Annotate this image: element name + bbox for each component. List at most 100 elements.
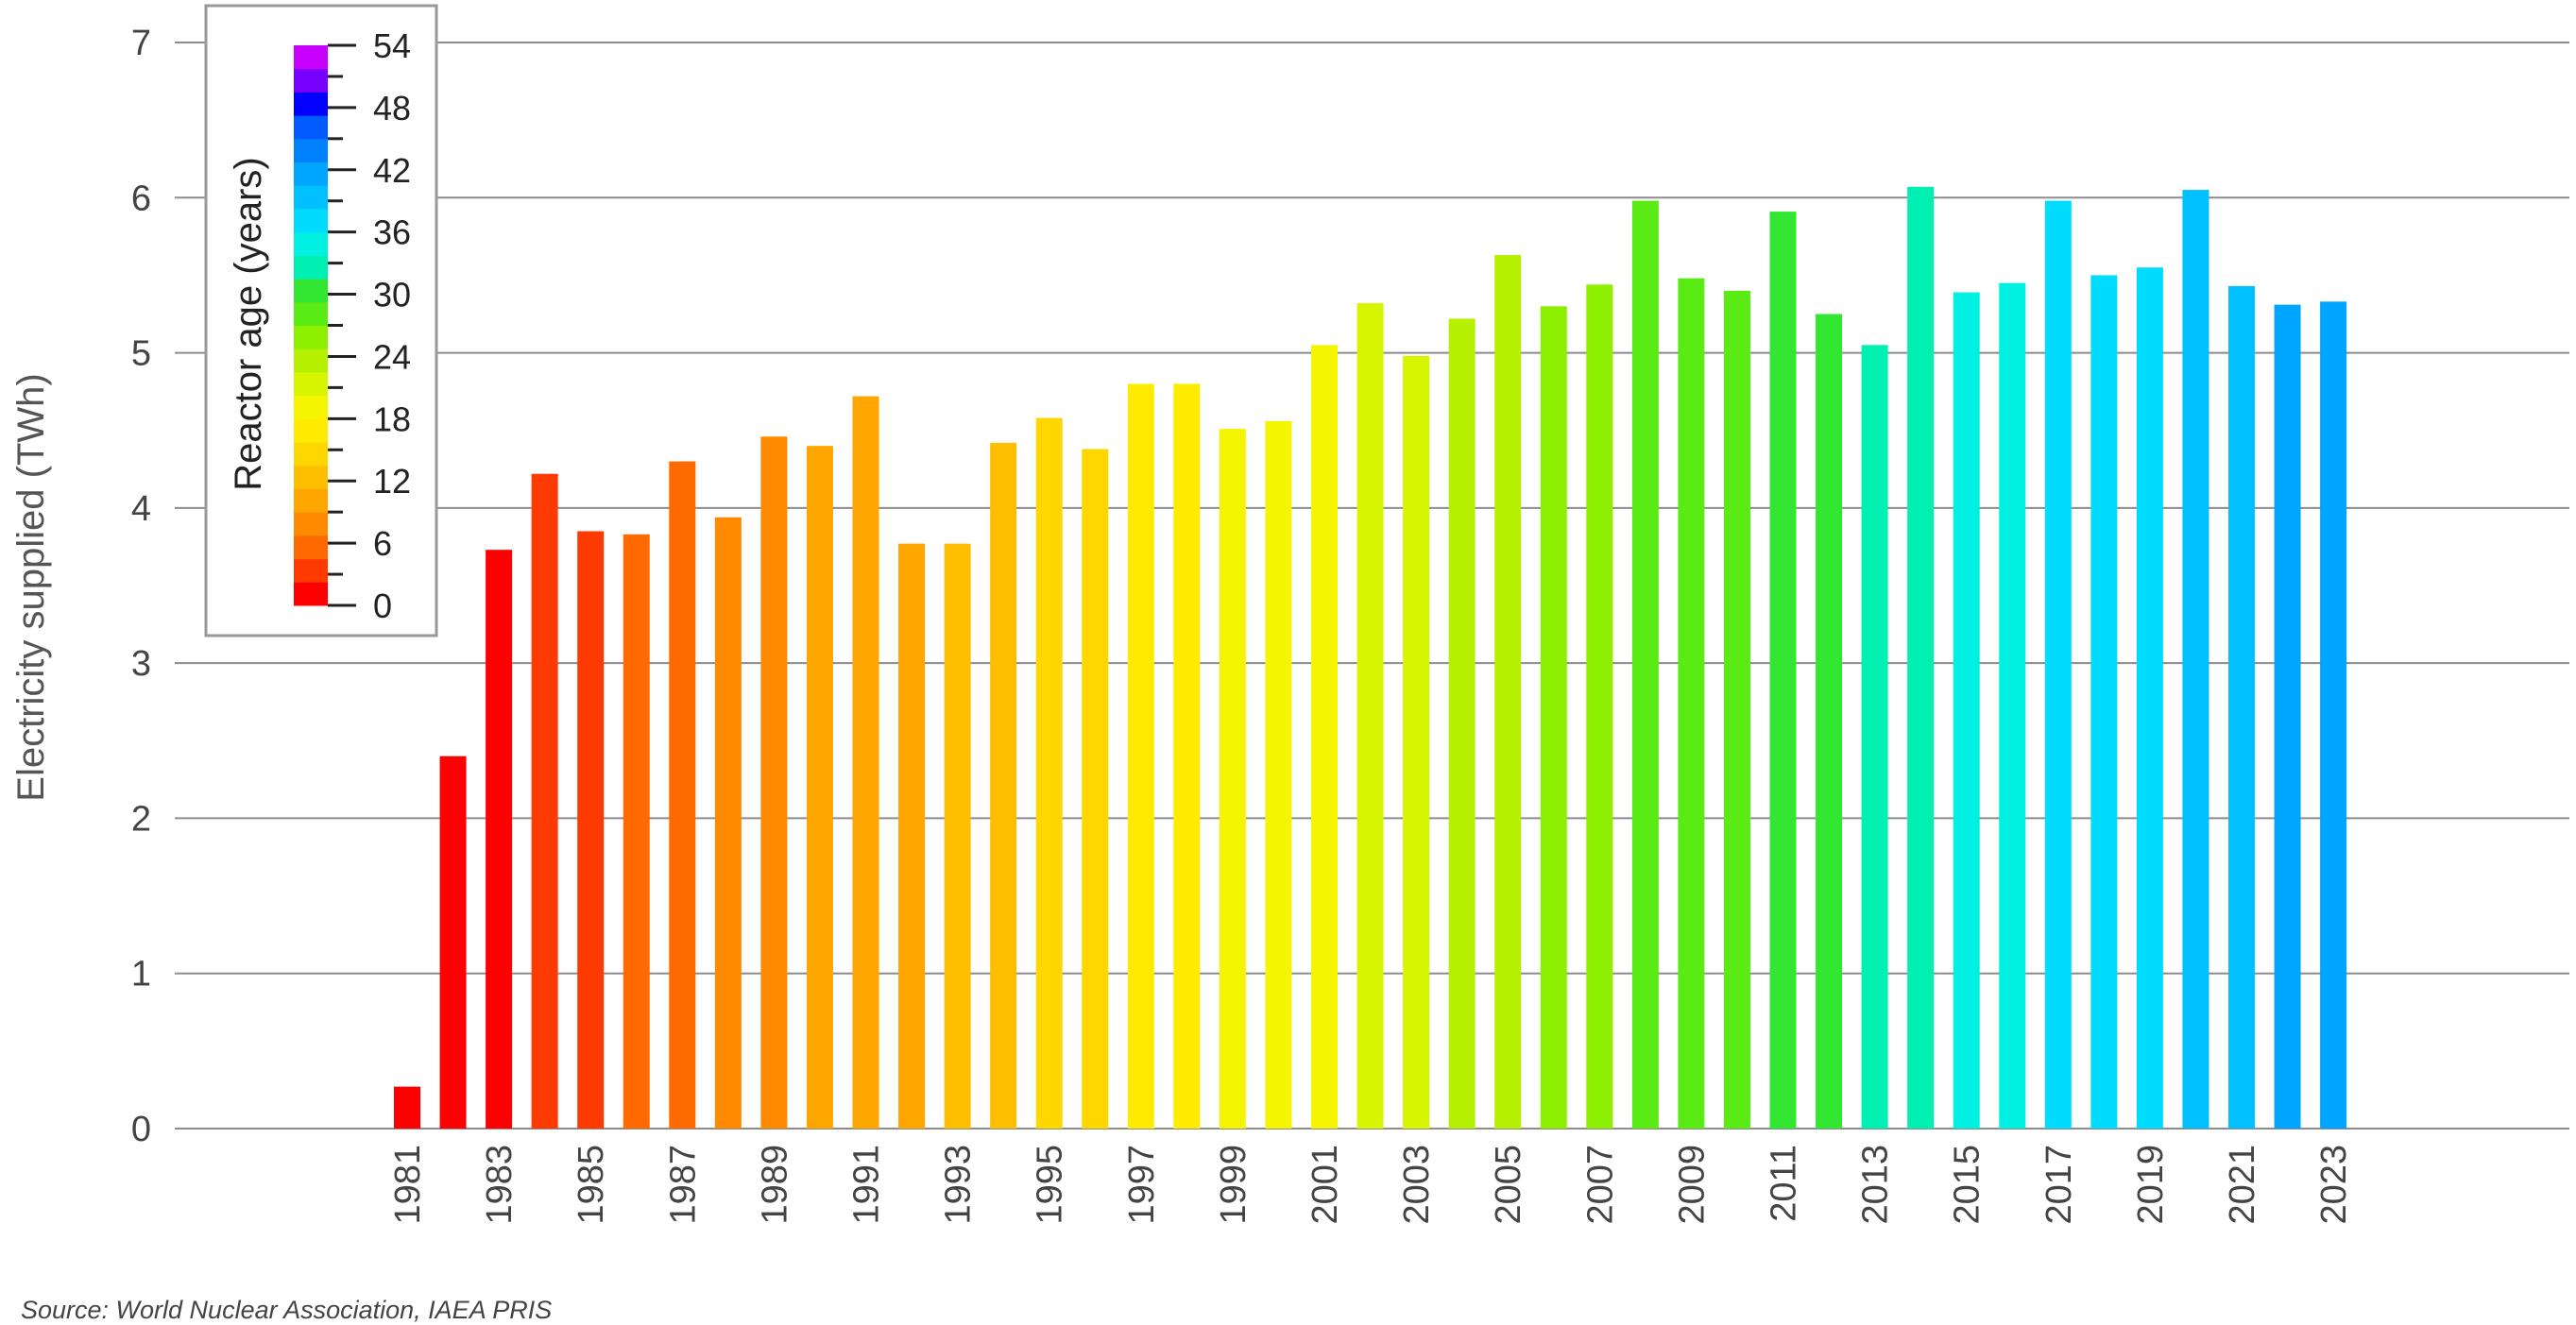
x-tick-label: 2001 bbox=[1305, 1145, 1345, 1225]
x-tick-label: 2011 bbox=[1765, 1145, 1804, 1222]
bar-2004 bbox=[1448, 318, 1476, 1129]
bar-1999 bbox=[1219, 429, 1246, 1130]
x-tick-label: 2017 bbox=[2039, 1145, 2079, 1225]
colorbar-segment bbox=[294, 582, 328, 606]
colorbar-segment bbox=[294, 535, 328, 560]
colorbar-segment bbox=[294, 279, 328, 303]
bar-2010 bbox=[1723, 290, 1750, 1129]
source-note: Source: World Nuclear Association, IAEA … bbox=[21, 1296, 553, 1324]
y-tick-label: 5 bbox=[131, 334, 151, 374]
x-tick-label: 2021 bbox=[2223, 1145, 2262, 1225]
x-axis-ticks: 1981 1983 1985 1987 1989 1991 1993 1995 1997 1999… bbox=[388, 1145, 2354, 1225]
bar-1996 bbox=[1082, 449, 1109, 1129]
legend-colorbar bbox=[294, 45, 328, 606]
colorbar-segment bbox=[294, 208, 328, 233]
bar-1986 bbox=[623, 534, 650, 1129]
bar-1993 bbox=[944, 543, 971, 1129]
bar-2006 bbox=[1540, 306, 1567, 1129]
y-axis-ticks: 0 1 2 3 4 5 6 7 bbox=[131, 24, 151, 1149]
y-tick-label: 3 bbox=[131, 644, 151, 684]
colorbar-segment bbox=[294, 348, 328, 373]
x-tick-label: 1985 bbox=[571, 1145, 611, 1225]
y-tick-label: 2 bbox=[131, 799, 151, 839]
legend-tick-label: 48 bbox=[373, 89, 411, 127]
y-tick-label: 7 bbox=[131, 24, 151, 63]
colorbar-segment bbox=[294, 442, 328, 467]
bar-2019 bbox=[2136, 267, 2163, 1129]
y-tick-label: 4 bbox=[131, 489, 151, 529]
y-tick-label: 6 bbox=[131, 178, 151, 218]
bar-2014 bbox=[1907, 186, 1935, 1130]
bar-1989 bbox=[760, 436, 788, 1129]
y-tick-label: 0 bbox=[131, 1110, 151, 1149]
bar-1991 bbox=[852, 396, 879, 1130]
legend-tick-label: 54 bbox=[373, 26, 411, 65]
legend: Reactor age (years) 54 48 42 36 30 24 18 12 6 0 bbox=[204, 4, 438, 637]
bar-1983 bbox=[486, 550, 513, 1129]
colorbar-segment bbox=[294, 138, 328, 163]
x-tick-label: 2019 bbox=[2131, 1145, 2171, 1225]
bar-1994 bbox=[990, 442, 1017, 1129]
bar-2018 bbox=[2090, 275, 2118, 1129]
bar-2023 bbox=[2320, 301, 2347, 1129]
bar-2015 bbox=[1953, 292, 1980, 1129]
bar-1992 bbox=[898, 543, 926, 1129]
legend-tick-label: 24 bbox=[373, 337, 411, 376]
colorbar-segment bbox=[294, 92, 328, 116]
legend-tick-label: 0 bbox=[373, 586, 392, 625]
bar-2020 bbox=[2182, 190, 2209, 1130]
colorbar-segment bbox=[294, 185, 328, 210]
bar-2013 bbox=[1861, 345, 1888, 1129]
colorbar-segment bbox=[294, 465, 328, 489]
bar-2009 bbox=[1678, 278, 1705, 1129]
colorbar-segment bbox=[294, 325, 328, 349]
colorbar-segment bbox=[294, 301, 328, 326]
bar-2016 bbox=[1999, 282, 2026, 1130]
x-tick-label: 2015 bbox=[1948, 1145, 1987, 1225]
x-tick-label: 1987 bbox=[663, 1145, 703, 1225]
colorbar-segment bbox=[294, 558, 328, 583]
bar-1985 bbox=[577, 531, 605, 1129]
bar-1998 bbox=[1173, 383, 1201, 1129]
x-tick-label: 2013 bbox=[1856, 1145, 1896, 1225]
bar-2007 bbox=[1586, 284, 1613, 1129]
legend-tick-label: 42 bbox=[373, 151, 411, 190]
legend-tick-label: 30 bbox=[373, 276, 411, 314]
colorbar-segment bbox=[294, 161, 328, 186]
bar-1995 bbox=[1035, 417, 1063, 1130]
colorbar-segment bbox=[294, 255, 328, 280]
bar-2000 bbox=[1265, 420, 1292, 1129]
colorbar-segment bbox=[294, 512, 328, 536]
x-tick-label: 2005 bbox=[1489, 1145, 1528, 1225]
legend-ticks: 54 48 42 36 30 24 18 12 6 0 bbox=[328, 26, 411, 625]
y-axis-title: Electricity supplied (TWh) bbox=[10, 373, 52, 801]
x-tick-label: 1991 bbox=[847, 1145, 887, 1225]
x-tick-label: 1999 bbox=[1214, 1145, 1254, 1225]
bar-1997 bbox=[1127, 383, 1154, 1129]
colorbar-segment bbox=[294, 68, 328, 93]
bar-1990 bbox=[806, 446, 833, 1130]
colorbar-segment bbox=[294, 45, 328, 70]
bar-2021 bbox=[2228, 285, 2255, 1129]
bar-2008 bbox=[1631, 200, 1659, 1130]
legend-tick-label: 12 bbox=[373, 462, 411, 501]
x-tick-label: 1997 bbox=[1122, 1145, 1162, 1225]
bar-2002 bbox=[1356, 303, 1384, 1129]
colorbar-segment bbox=[294, 371, 328, 397]
bars bbox=[394, 186, 2347, 1130]
colorbar-segment bbox=[294, 488, 328, 513]
x-tick-label: 1983 bbox=[480, 1145, 520, 1225]
bar-1982 bbox=[439, 756, 467, 1129]
bar-1984 bbox=[531, 473, 558, 1129]
legend-tick-label: 6 bbox=[373, 524, 392, 563]
legend-tick-label: 36 bbox=[373, 213, 411, 252]
x-tick-label: 2023 bbox=[2314, 1145, 2354, 1225]
bar-2003 bbox=[1403, 355, 1430, 1129]
bar-2011 bbox=[1769, 212, 1797, 1130]
colorbar-segment bbox=[294, 395, 328, 419]
y-tick-label: 1 bbox=[131, 955, 151, 994]
legend-title: Reactor age (years) bbox=[228, 157, 269, 490]
colorbar-segment bbox=[294, 231, 328, 256]
colorbar-segment bbox=[294, 418, 328, 443]
